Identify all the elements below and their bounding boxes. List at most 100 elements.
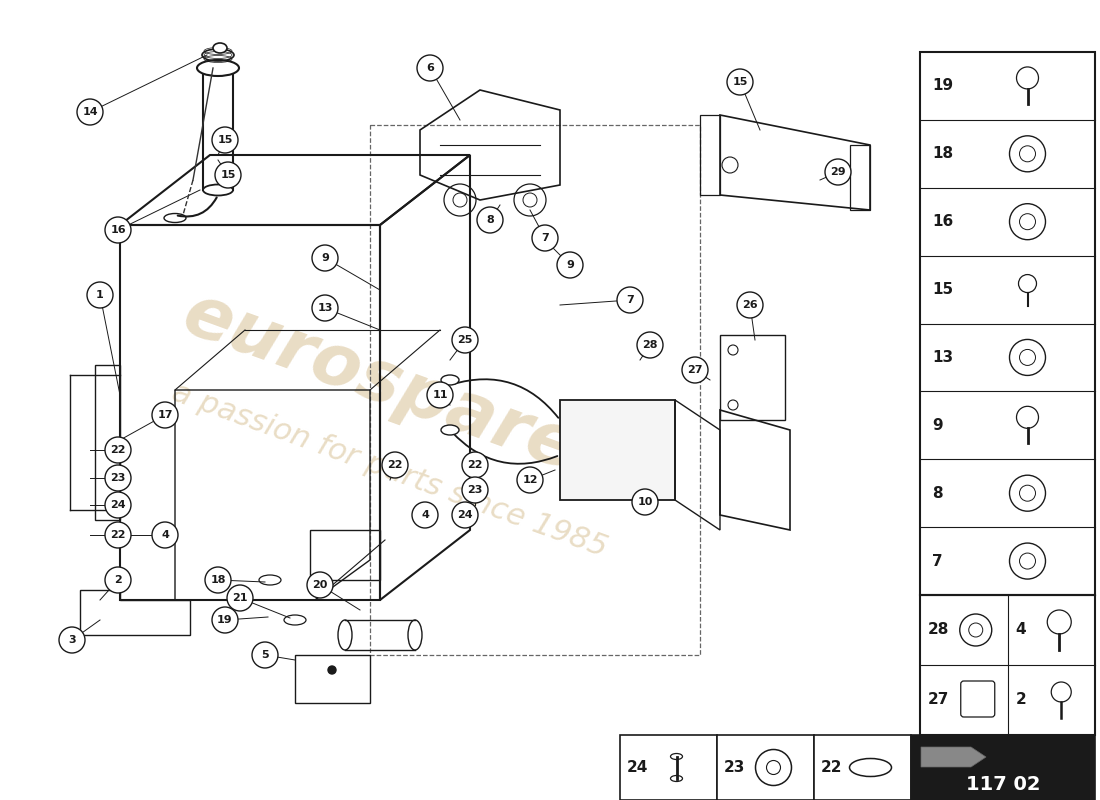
Text: 18: 18 [932, 146, 953, 162]
Text: 9: 9 [932, 418, 943, 433]
Text: 29: 29 [830, 167, 846, 177]
Circle shape [412, 502, 438, 528]
Circle shape [214, 162, 241, 188]
Circle shape [617, 287, 643, 313]
Circle shape [452, 502, 478, 528]
Circle shape [382, 452, 408, 478]
Text: 23: 23 [110, 473, 125, 483]
Text: 1: 1 [96, 290, 103, 300]
Circle shape [477, 207, 503, 233]
Circle shape [307, 572, 333, 598]
Text: 5: 5 [261, 650, 268, 660]
Bar [620, 735, 717, 800]
Circle shape [328, 666, 336, 674]
Text: 8: 8 [932, 486, 943, 501]
Text: 17: 17 [157, 410, 173, 420]
Bar [814, 735, 911, 800]
Text: 4: 4 [421, 510, 429, 520]
Circle shape [87, 282, 113, 308]
Circle shape [104, 567, 131, 593]
Circle shape [212, 607, 238, 633]
Text: 7: 7 [626, 295, 634, 305]
Text: 13: 13 [932, 350, 953, 365]
Circle shape [312, 245, 338, 271]
Text: 19: 19 [932, 78, 953, 94]
Circle shape [212, 127, 238, 153]
Text: 22: 22 [110, 530, 125, 540]
Text: 24: 24 [110, 500, 125, 510]
Text: 11: 11 [432, 390, 448, 400]
Text: 13: 13 [317, 303, 332, 313]
Text: 15: 15 [218, 135, 233, 145]
Bar [717, 735, 814, 800]
Circle shape [682, 357, 708, 383]
Circle shape [825, 159, 851, 185]
Text: 24: 24 [627, 760, 648, 775]
Circle shape [252, 642, 278, 668]
Circle shape [104, 522, 131, 548]
Text: 2: 2 [114, 575, 122, 585]
Bar [370, 125, 700, 655]
Text: 18: 18 [210, 575, 225, 585]
Text: 22: 22 [468, 460, 483, 470]
Ellipse shape [441, 375, 459, 385]
Circle shape [205, 567, 231, 593]
Text: 8: 8 [486, 215, 494, 225]
Text: 16: 16 [932, 214, 954, 229]
Text: 7: 7 [541, 233, 549, 243]
Bar [911, 735, 1094, 800]
Text: 19: 19 [217, 615, 233, 625]
Circle shape [417, 55, 443, 81]
Text: 2: 2 [1015, 693, 1026, 707]
Bar [295, 655, 370, 703]
Circle shape [104, 492, 131, 518]
Text: 28: 28 [642, 340, 658, 350]
Text: 6: 6 [426, 63, 433, 73]
Text: 4: 4 [161, 530, 169, 540]
Bar [920, 595, 1094, 735]
Text: 14: 14 [82, 107, 98, 117]
Circle shape [227, 585, 253, 611]
Text: 3: 3 [68, 635, 76, 645]
Bar [560, 400, 675, 500]
Ellipse shape [441, 425, 459, 435]
Circle shape [77, 99, 103, 125]
Ellipse shape [204, 185, 233, 195]
Text: 117 02: 117 02 [966, 774, 1041, 794]
Circle shape [152, 402, 178, 428]
Text: 10: 10 [637, 497, 652, 507]
Circle shape [462, 477, 488, 503]
Text: 15: 15 [733, 77, 748, 87]
Text: 4: 4 [1015, 622, 1026, 638]
Circle shape [104, 217, 131, 243]
Text: 27: 27 [928, 693, 949, 707]
Circle shape [637, 332, 663, 358]
Polygon shape [921, 747, 986, 767]
Circle shape [557, 252, 583, 278]
Text: 15: 15 [932, 282, 953, 297]
Text: 9: 9 [566, 260, 574, 270]
Circle shape [632, 489, 658, 515]
Circle shape [727, 69, 754, 95]
Circle shape [517, 467, 543, 493]
Text: 9: 9 [321, 253, 329, 263]
Bar [920, 52, 1094, 595]
Text: 20: 20 [312, 580, 328, 590]
Circle shape [532, 225, 558, 251]
Text: 16: 16 [110, 225, 125, 235]
Text: 22: 22 [110, 445, 125, 455]
Circle shape [452, 327, 478, 353]
Circle shape [312, 295, 338, 321]
Ellipse shape [213, 43, 227, 53]
Circle shape [427, 382, 453, 408]
Text: 24: 24 [458, 510, 473, 520]
Text: 7: 7 [932, 554, 943, 569]
Circle shape [152, 522, 178, 548]
Text: 23: 23 [724, 760, 746, 775]
Circle shape [104, 465, 131, 491]
Text: eurospares: eurospares [174, 279, 626, 501]
Text: 22: 22 [821, 760, 843, 775]
Text: 23: 23 [468, 485, 483, 495]
Circle shape [59, 627, 85, 653]
Text: a passion for parts since 1985: a passion for parts since 1985 [168, 378, 612, 562]
